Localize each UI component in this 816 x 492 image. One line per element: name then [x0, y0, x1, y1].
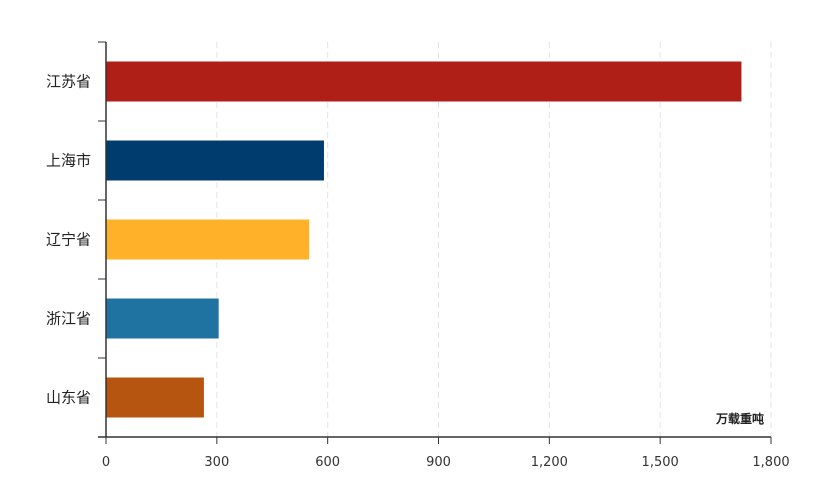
category-label-3: 辽宁省 — [46, 231, 91, 249]
bar-2 — [106, 140, 324, 181]
gridlines — [216, 42, 772, 437]
x-tick-label-600: 600 — [315, 455, 340, 470]
bar-5 — [106, 377, 204, 418]
x-tick-label-1500: 1,500 — [642, 455, 679, 470]
x-tick-label-1800: 1,800 — [752, 455, 789, 470]
category-label-4: 浙江省 — [46, 310, 91, 328]
x-tick-label-300: 300 — [204, 455, 229, 470]
unit-label: 万载重吨 — [715, 411, 764, 426]
category-label-5: 山东省 — [46, 389, 91, 407]
bars — [106, 61, 742, 418]
bar-1 — [106, 61, 742, 102]
category-label-1: 江苏省 — [46, 73, 91, 91]
x-tick-label-900: 900 — [426, 455, 451, 470]
x-tick-label-1200: 1,200 — [531, 455, 568, 470]
bar-3 — [106, 219, 310, 260]
x-tick-label-0: 0 — [102, 455, 110, 470]
category-label-2: 上海市 — [46, 152, 91, 170]
axes — [98, 41, 772, 444]
bar-4 — [106, 298, 219, 339]
